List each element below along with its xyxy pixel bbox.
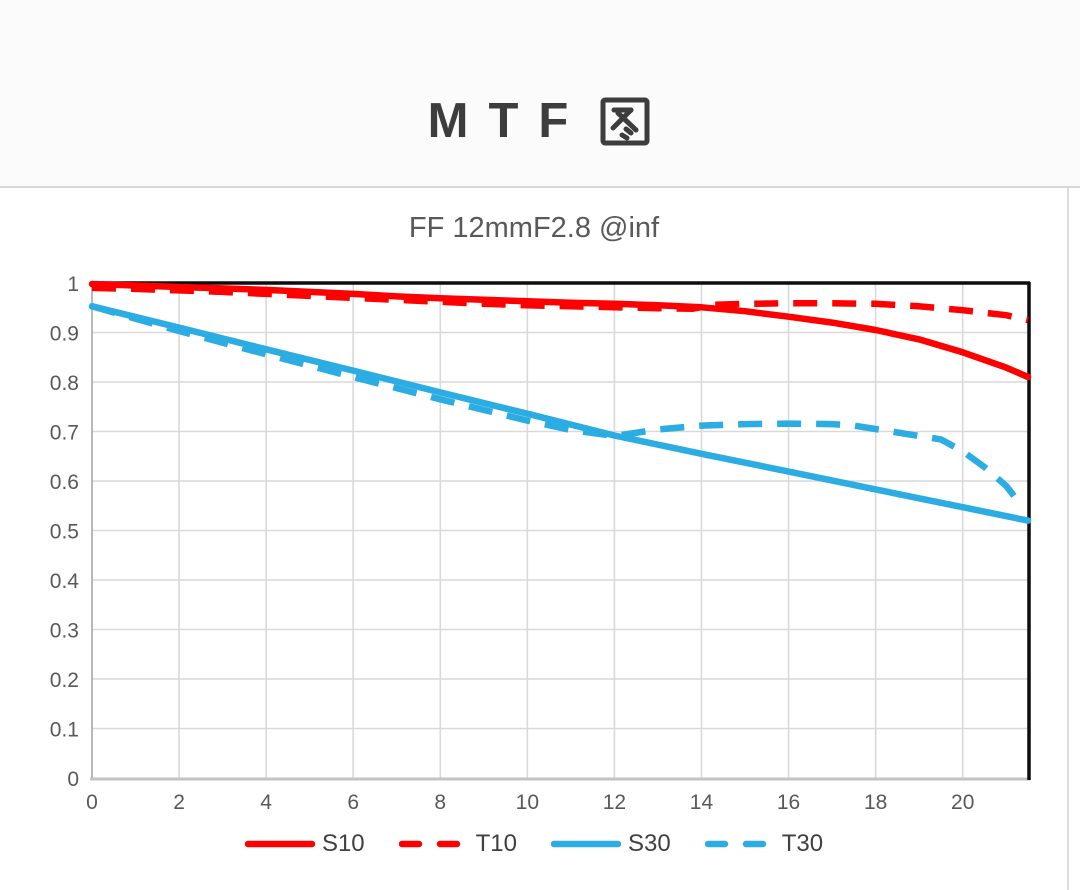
series-t10	[91, 284, 1029, 324]
chart-title: FF 12mmF2.8 @inf	[408, 212, 660, 244]
y-tick-label: 0	[67, 768, 79, 791]
x-tick-label: 6	[347, 791, 359, 814]
y-tick-label: 0.6	[50, 471, 79, 494]
y-tick-label: 0.3	[50, 620, 79, 643]
legend-swatch-dashed	[398, 840, 469, 848]
legend-item-s30: S30	[551, 830, 671, 858]
x-tick-label: 12	[603, 791, 626, 814]
x-tick-label: 10	[516, 791, 539, 814]
x-tick-label: 18	[864, 791, 887, 814]
mtf-chart-svg: 00.10.20.30.40.50.60.70.80.910 2 4 6 8 10 12 14…	[50, 273, 1032, 814]
y-tick-label: 0.1	[50, 719, 79, 742]
x-tick-label: 14	[690, 791, 714, 814]
series-s30	[88, 303, 1032, 524]
y-tick-label: 1	[67, 273, 79, 296]
x-tick-label: 20	[951, 791, 974, 814]
page-title-text: MTF	[427, 93, 589, 148]
mtf-chart-section: FF 12mmF2.8 @inf 0 0.1 0.2 0.3 0.4 0.5 0.6 0.7 0…	[0, 188, 1080, 890]
page-title: MTF	[0, 94, 1080, 148]
legend-item-s10: S10	[244, 830, 365, 858]
legend-label: S10	[321, 830, 365, 857]
legend-item-t30: T30	[704, 830, 824, 858]
page-header: MTF	[0, 0, 1080, 186]
legend-label: T30	[781, 830, 824, 857]
series-t30	[91, 303, 1022, 505]
y-tick-label: 0.8	[50, 372, 79, 395]
content-right-edge	[1067, 188, 1069, 890]
x-tick-label: 0	[86, 791, 98, 814]
legend-swatch-dashed	[704, 840, 775, 848]
x-tick-label: 4	[260, 791, 272, 814]
x-tick-label: 8	[434, 791, 446, 814]
cjk-tu-glyph	[600, 97, 650, 146]
y-tick-label: 0.4	[50, 570, 80, 593]
legend-swatch-solid	[551, 840, 621, 848]
y-tick-label: 0.9	[50, 323, 79, 346]
chart-legend: S10 T10 S30 T30	[0, 830, 1068, 858]
y-tick-label: 0.5	[50, 521, 79, 544]
legend-swatch-solid	[244, 840, 315, 848]
legend-label: S30	[628, 830, 671, 857]
x-tick-label: 16	[777, 791, 800, 814]
legend-label: T10	[475, 830, 517, 857]
series-s10	[88, 280, 1032, 381]
legend-item-t10: T10	[398, 830, 517, 858]
y-tick-label: 0.7	[50, 422, 79, 445]
y-tick-label: 0.2	[50, 669, 79, 692]
x-tick-label: 2	[173, 791, 185, 814]
header-divider	[0, 186, 1080, 188]
